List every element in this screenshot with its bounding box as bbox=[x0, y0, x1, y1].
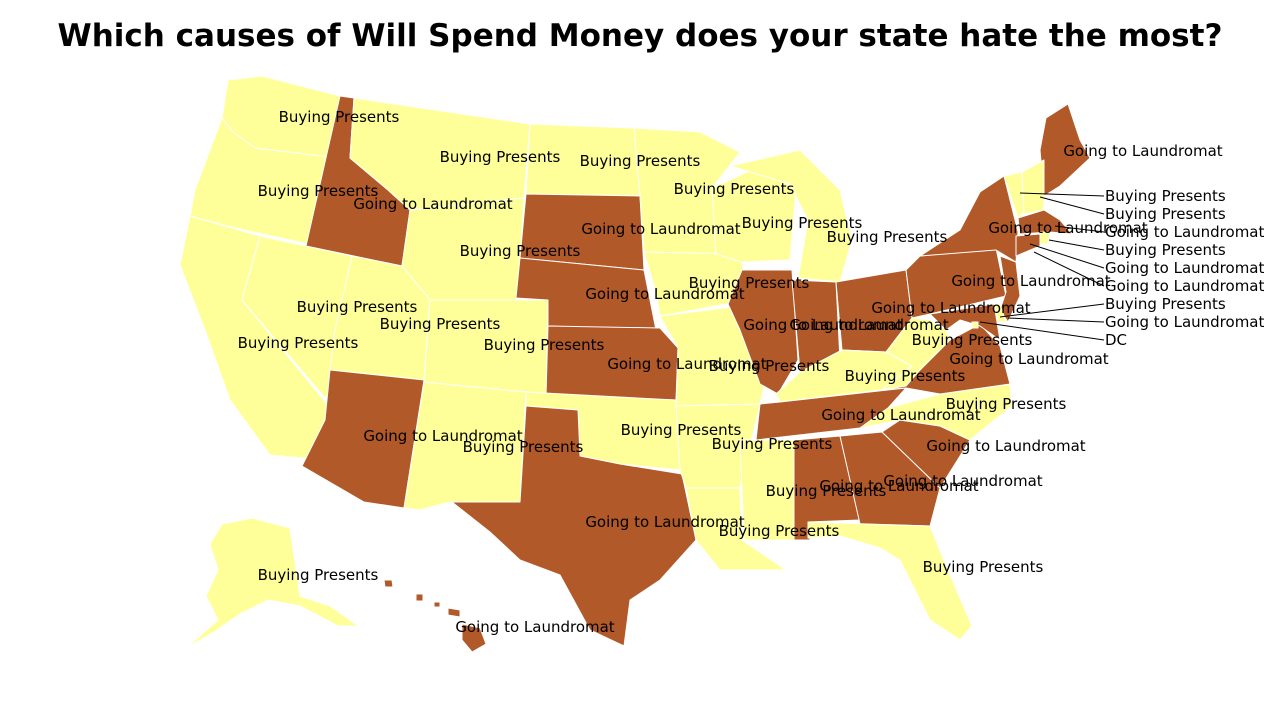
callout-label-vt: Buying Presents bbox=[1105, 187, 1226, 205]
state-label-id: Going to Laundromat bbox=[353, 195, 512, 213]
state-label-ut: Buying Presents bbox=[380, 315, 501, 333]
state-label-mn: Buying Presents bbox=[674, 180, 795, 198]
callout-label-de: Buying Presents bbox=[1105, 295, 1226, 313]
state-label-fl: Buying Presents bbox=[923, 558, 1044, 576]
leader-line-ma bbox=[1054, 225, 1105, 233]
state-ny bbox=[919, 175, 1019, 263]
state-label-or: Buying Presents bbox=[258, 182, 379, 200]
state-ak bbox=[185, 517, 359, 649]
state-label-ok: Buying Presents bbox=[621, 421, 742, 439]
state-label-ne: Going to Laundromat bbox=[585, 285, 744, 303]
callout-label-ri: Buying Presents bbox=[1105, 241, 1226, 259]
map-title: Which causes of Will Spend Money does yo… bbox=[57, 18, 1223, 54]
state-label-nv: Buying Presents bbox=[297, 298, 418, 316]
state-label-wv: Buying Presents bbox=[912, 331, 1033, 349]
state-label-hi: Going to Laundromat bbox=[455, 618, 614, 636]
state-nj bbox=[999, 255, 1021, 323]
leader-line-nj bbox=[1033, 251, 1105, 287]
callout-label-nj: Going to Laundromat bbox=[1105, 277, 1264, 295]
northeast-callouts: Buying Presents Buying Presents Going to… bbox=[979, 187, 1264, 349]
state-label-ak: Buying Presents bbox=[258, 566, 379, 584]
state-label-wi: Buying Presents bbox=[742, 214, 863, 232]
state-me bbox=[1039, 103, 1091, 197]
state-tx bbox=[451, 405, 697, 647]
callout-label-dc: DC bbox=[1105, 331, 1127, 349]
callout-label-ma: Going to Laundromat bbox=[1105, 223, 1264, 241]
state-fl bbox=[807, 521, 973, 641]
state-label-wy: Buying Presents bbox=[460, 242, 581, 260]
leader-line-dc bbox=[979, 321, 1105, 341]
state-label-ca: Buying Presents bbox=[238, 334, 359, 352]
state-md bbox=[929, 303, 1001, 341]
state-label-az: Going to Laundromat bbox=[363, 427, 522, 445]
state-ga bbox=[839, 431, 941, 527]
state-label-nd: Buying Presents bbox=[580, 152, 701, 170]
leader-line-de bbox=[999, 303, 1105, 318]
leader-line-nh bbox=[1039, 196, 1105, 215]
state-nh bbox=[1021, 159, 1045, 215]
callout-label-ct: Going to Laundromat bbox=[1105, 259, 1264, 277]
state-labels: Buying Presents Buying Presents Going to… bbox=[238, 108, 1223, 636]
state-label-tx: Going to Laundromat bbox=[585, 513, 744, 531]
state-label-sc: Going to Laundromat bbox=[926, 437, 1085, 455]
state-label-mi: Buying Presents bbox=[827, 228, 948, 246]
state-label-mt: Buying Presents bbox=[440, 148, 561, 166]
state-de bbox=[993, 303, 1007, 323]
state-label-sd: Going to Laundromat bbox=[581, 220, 740, 238]
callout-label-nh: Buying Presents bbox=[1105, 205, 1226, 223]
state-label-me: Going to Laundromat bbox=[1063, 142, 1222, 160]
state-label-pa: Going to Laundromat bbox=[951, 272, 1110, 290]
state-label-co: Buying Presents bbox=[484, 336, 605, 354]
state-wv bbox=[881, 317, 951, 391]
state-label-ky: Buying Presents bbox=[845, 367, 966, 385]
state-label-nc: Buying Presents bbox=[946, 395, 1067, 413]
state-label-wa: Buying Presents bbox=[279, 108, 400, 126]
state-shapes bbox=[179, 75, 1091, 653]
state-la bbox=[685, 487, 787, 571]
state-label-il: Going to Laundromat bbox=[743, 316, 902, 334]
state-label-la: Buying Presents bbox=[719, 522, 840, 540]
state-label-ks: Going to Laundromat bbox=[607, 355, 766, 373]
state-label-nm: Buying Presents bbox=[463, 438, 584, 456]
leader-line-ct bbox=[1029, 243, 1105, 269]
leader-line-md bbox=[1007, 317, 1105, 323]
state-dc bbox=[971, 321, 979, 329]
state-label-in: Going to Laundromat bbox=[789, 316, 948, 334]
state-label-al: Going to Laundromat bbox=[819, 477, 978, 495]
state-label-va: Going to Laundromat bbox=[949, 350, 1108, 368]
state-label-oh: Going to Laundromat bbox=[871, 299, 1030, 317]
state-label-ia: Buying Presents bbox=[689, 274, 810, 292]
state-label-mo: Buying Presents bbox=[709, 357, 830, 375]
state-label-tn: Going to Laundromat bbox=[821, 406, 980, 424]
callout-label-md: Going to Laundromat bbox=[1105, 313, 1264, 331]
state-hi bbox=[383, 579, 487, 653]
state-ct bbox=[1015, 233, 1041, 257]
leader-line-vt bbox=[1019, 192, 1105, 197]
state-label-ar: Buying Presents bbox=[712, 435, 833, 453]
state-label-ms: Buying Presents bbox=[766, 482, 887, 500]
leader-line-ri bbox=[1048, 239, 1105, 251]
state-ma bbox=[1017, 209, 1073, 235]
state-label-ga: Going to Laundromat bbox=[883, 472, 1042, 490]
